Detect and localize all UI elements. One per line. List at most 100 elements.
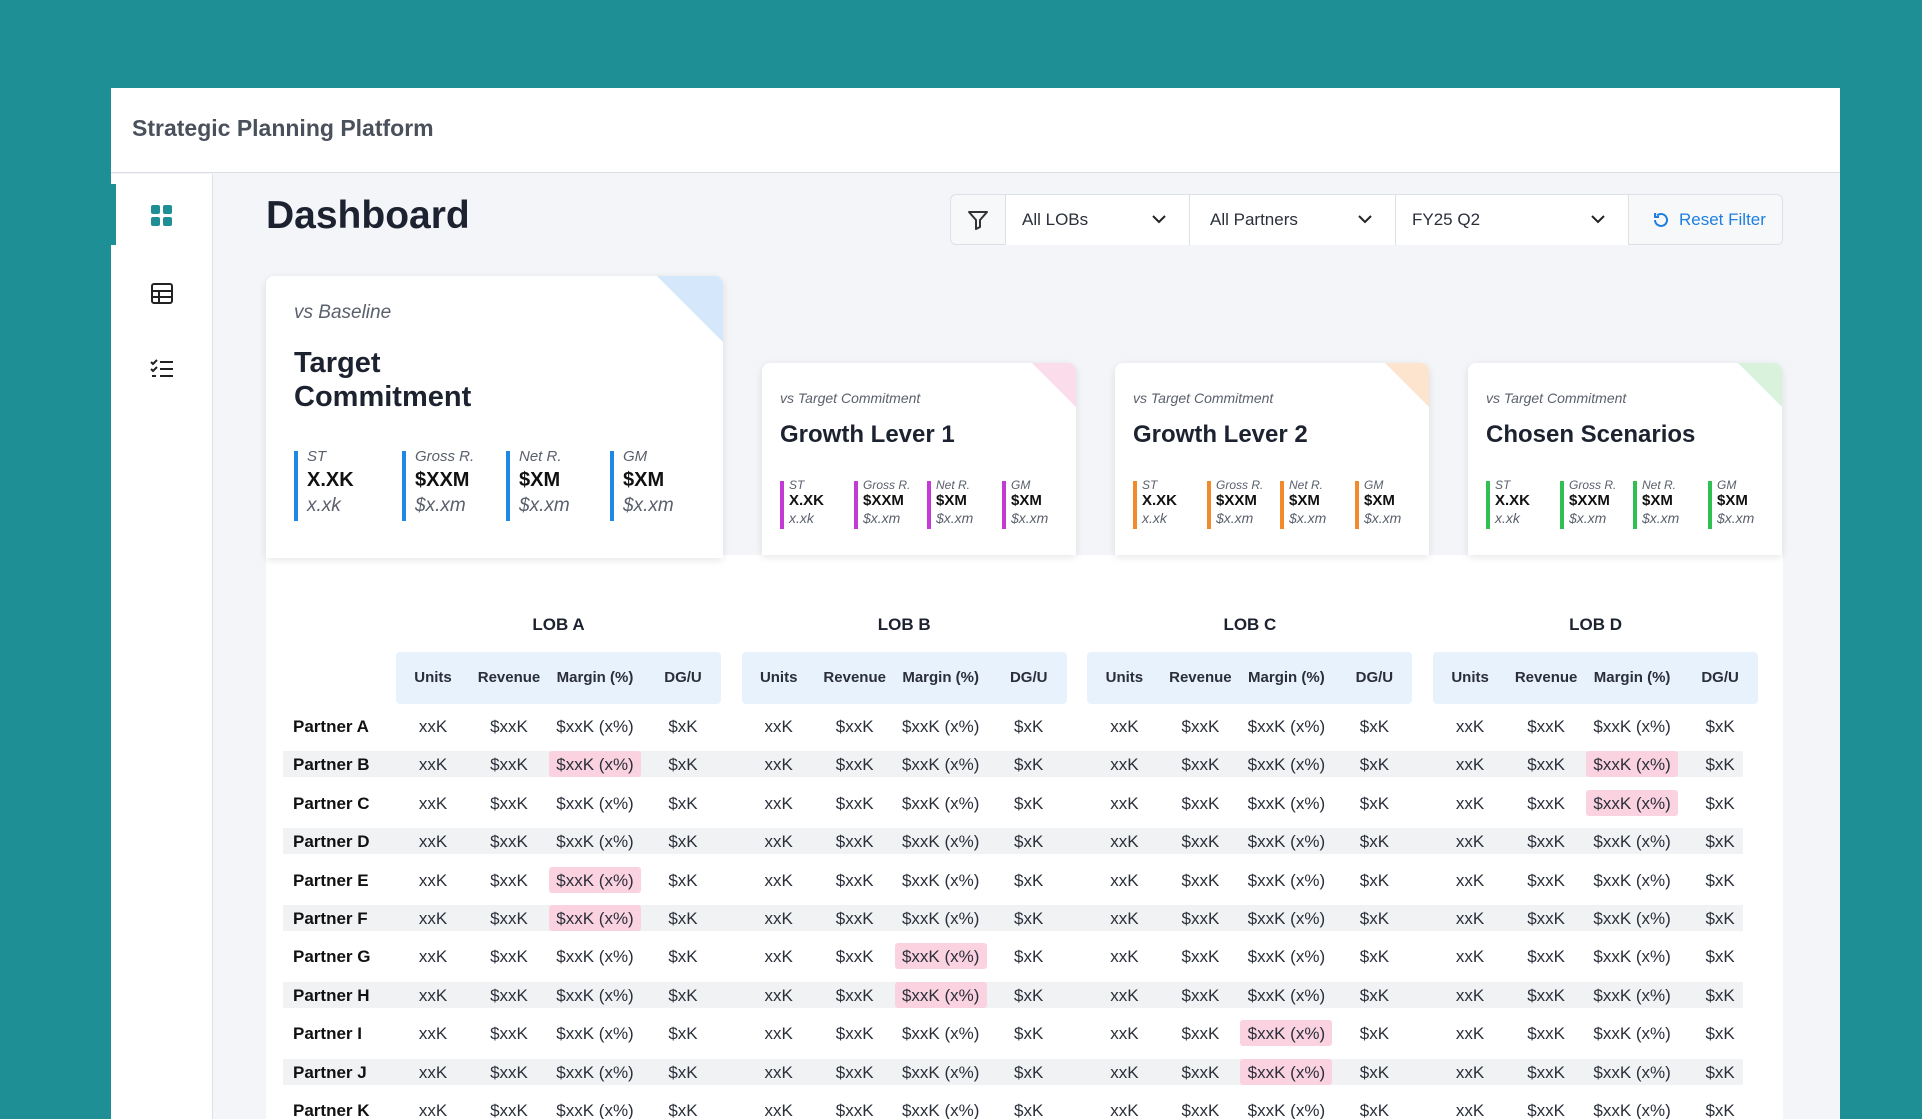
table-cell: $xK [1705, 793, 1735, 813]
table-cell: $xxK (x%) [1593, 870, 1671, 890]
table-cell: $xxK (x%) [1247, 755, 1326, 775]
table-cell: $xK [1014, 909, 1044, 928]
card-title: Growth Lever 2 [1133, 421, 1308, 448]
table-cell: $xxK [1527, 1062, 1565, 1082]
metric-name: ST [1142, 478, 1158, 492]
table-cell: xxK [1455, 717, 1485, 736]
metric-name: Gross R. [863, 478, 911, 492]
table-cell: $xxK [1527, 909, 1565, 928]
metric-bar [1002, 481, 1006, 529]
table-cell: $xxK (x%) [1247, 909, 1326, 928]
metric-bar [1560, 481, 1564, 529]
table-cell: xxK [418, 947, 448, 967]
table-cell: $xxK [1181, 870, 1220, 890]
table-cell: xxK [764, 1024, 793, 1044]
table-cell: xxK [1110, 1024, 1139, 1044]
table-cell: $xK [668, 870, 698, 890]
table-cell: xxK [418, 909, 448, 928]
card-title: Chosen Scenarios [1486, 421, 1696, 448]
table-cell: $xxK (x%) [1593, 1024, 1671, 1044]
highlight-cell [549, 905, 641, 931]
table-icon[interactable] [150, 282, 174, 306]
table-cell: $xxK (x%) [901, 909, 980, 928]
table-cell: $xK [1359, 947, 1390, 967]
filter-icon[interactable] [967, 209, 989, 231]
table-cell: $xxK [835, 909, 874, 928]
metric-name: ST [789, 478, 805, 492]
baseline-card: vs Baseline Target Commitment ST X.XK x.xk Gr… [266, 276, 723, 558]
metric-sub: $x.xm [519, 495, 570, 516]
period-select[interactable]: FY25 Q2 [1395, 195, 1628, 245]
table-cell: $xxK (x%) [556, 870, 634, 890]
table-cell: $xxK (x%) [1593, 755, 1671, 775]
metric-value: X.XK [307, 469, 354, 491]
row-stripe [283, 751, 1743, 778]
partner-select[interactable]: All Partners [1189, 195, 1395, 245]
table-cell: xxK [1455, 755, 1485, 775]
reset-filter[interactable]: Reset Filter [1628, 195, 1782, 245]
metric-bar [1207, 481, 1211, 529]
table-cell: $xxK (x%) [1247, 870, 1326, 890]
partner-label: Partner E [293, 870, 369, 890]
table-cell: $xK [1359, 1062, 1390, 1082]
table-cell: xxK [764, 947, 793, 967]
row-stripe [283, 1058, 1743, 1085]
lob-header: LOB D [1569, 615, 1623, 634]
table-panel: LOB A Units Revenue Margin (%) DG/U LOB B Unit… [266, 555, 1783, 1119]
metric-name: ST [307, 448, 327, 465]
app-title: Strategic Planning Platform [132, 115, 434, 141]
table-cell: $xxK (x%) [901, 1101, 980, 1119]
table-cell: $xxK (x%) [1247, 985, 1326, 1005]
lob-select[interactable]: All LOBs [1005, 195, 1189, 245]
card-label: vs Target Commitment [1133, 390, 1274, 406]
table-cell: $xxK (x%) [901, 1024, 980, 1044]
table-cell: $xxK [490, 870, 528, 890]
column-header-bar: Units Revenue Margin (%) DG/U [741, 652, 1067, 704]
column-header: Margin (%) [556, 669, 634, 686]
metric-bar [506, 451, 510, 521]
table-cell: $xxK (x%) [901, 1062, 980, 1082]
table-cell: $xK [1014, 717, 1044, 736]
table-cell: $xxK [1181, 1024, 1220, 1044]
partner-label: Partner A [293, 717, 369, 736]
column-header-bar: Units Revenue Margin (%) DG/U [1087, 652, 1413, 704]
table-cell: $xxK [1527, 870, 1565, 890]
highlight-cell [549, 751, 641, 778]
metric-bar [1633, 481, 1637, 529]
table-cell: $xK [668, 1101, 698, 1119]
highlight-cell [1586, 789, 1679, 816]
card-corner [1738, 363, 1782, 407]
table-cell: $xxK [835, 985, 874, 1005]
table-cell: $xK [668, 717, 698, 736]
table-cell: $xxK [1181, 793, 1220, 813]
table-cell: $xxK (x%) [901, 793, 980, 813]
table-cell: xxK [1455, 793, 1485, 813]
row-stripe [283, 828, 1743, 855]
table-cell: $xxK [835, 947, 874, 967]
table-cell: xxK [1110, 1062, 1139, 1082]
table-cell: $xxK (x%) [901, 832, 980, 852]
table-cell: $xxK (x%) [556, 755, 634, 775]
checklist-icon[interactable] [150, 357, 174, 381]
table-cell: xxK [418, 1101, 448, 1119]
metric-value: $XM [936, 492, 967, 509]
table-cell: $xxK (x%) [1247, 832, 1326, 852]
card-label: vs Target Commitment [1486, 390, 1627, 406]
dashboard-icon[interactable] [150, 204, 174, 228]
metric-bar [854, 481, 858, 529]
table-cell: $xK [1705, 832, 1735, 852]
table-cell: $xxK [1527, 793, 1565, 813]
table-cell: xxK [418, 832, 448, 852]
table-cell: $xK [1705, 1024, 1735, 1044]
column-header: Revenue [823, 669, 886, 686]
table-cell: $xxK (x%) [1247, 793, 1326, 813]
table-cell: xxK [764, 832, 793, 852]
table-cell: xxK [1110, 793, 1139, 813]
scenario-card: vs Target Commitment Chosen Scenarios ST X.… [1468, 363, 1782, 555]
table-cell: xxK [1455, 909, 1485, 928]
table-cell: xxK [418, 1062, 448, 1082]
table-cell: $xK [668, 1024, 698, 1044]
table-cell: xxK [418, 1024, 448, 1044]
table-cell: $xxK [1181, 1062, 1220, 1082]
metric-name: GM [1717, 478, 1737, 492]
